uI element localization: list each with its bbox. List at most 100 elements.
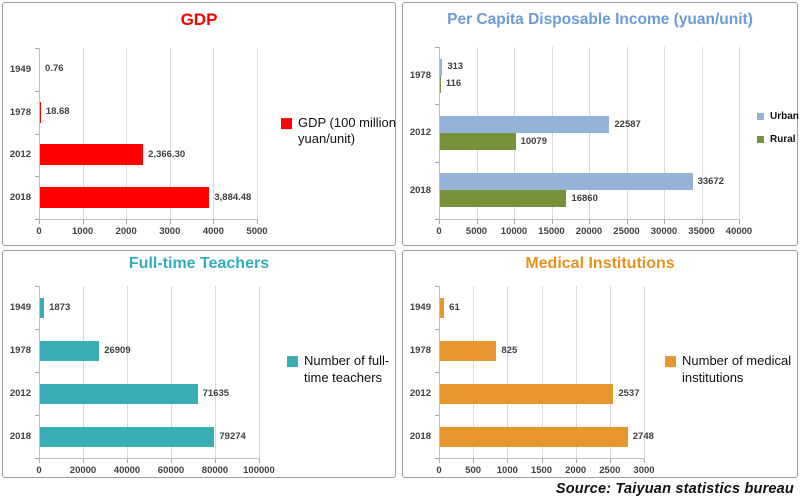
legend-swatch (665, 356, 676, 368)
chart-panel-medical: Medical Institutions 0 500 1000 1500 2000 250… (402, 250, 798, 478)
x-axis-tick (541, 459, 543, 463)
y-axis-tick (435, 458, 439, 459)
category-label: 1978 (409, 345, 431, 356)
x-tick-label: 2000 (565, 465, 587, 476)
x-axis-tick (476, 220, 478, 224)
x-axis-tick (39, 459, 40, 463)
category-label: 2018 (9, 192, 31, 204)
x-axis-tick (609, 459, 611, 463)
x-tick-label: 0 (436, 465, 442, 476)
chart-title: GDP (180, 10, 218, 29)
x-tick-label: 40000 (725, 226, 753, 237)
gridline (169, 48, 171, 219)
x-tick-label: 0 (36, 465, 42, 476)
bar-medical-2012-Number of medical institutions (440, 383, 614, 404)
x-axis-tick (215, 459, 216, 463)
chart-title: Medical Institutions (525, 255, 675, 272)
x-tick-label: 1500 (530, 465, 553, 476)
bar-medical-1978-Number of medical institutions (440, 340, 497, 361)
bar-teachers-1949-Number of full-time teachers (40, 297, 45, 318)
bar-medical-1949-Number of medical institutions (440, 297, 445, 318)
y-axis-tick (35, 415, 39, 416)
x-axis-line (439, 219, 740, 220)
chart-title: Per Capita Disposable Income (yuan/unit) (447, 11, 753, 28)
value-label: 10079 (520, 135, 547, 147)
value-label: 22587 (614, 118, 641, 130)
gridline (739, 47, 740, 219)
bar-income-2018-Rural (440, 190, 567, 208)
x-tick-label: 3000 (159, 226, 181, 237)
gridline (259, 286, 260, 458)
x-axis-tick (473, 459, 475, 463)
y-axis-tick (435, 286, 439, 287)
legend-swatch (757, 112, 764, 120)
x-axis-tick (259, 459, 260, 463)
x-axis-tick (575, 459, 577, 463)
y-axis-tick (435, 372, 439, 373)
y-axis-tick (435, 219, 439, 220)
x-axis-line (39, 458, 260, 459)
x-tick-label: 0 (436, 226, 442, 237)
bar-gdp-2012-GDP (100 million yuan/unit) (40, 144, 144, 166)
value-label: 16860 (571, 192, 598, 204)
legend-item: GDP (100 million yuan/unit) (281, 115, 399, 149)
legend-swatch (287, 356, 298, 368)
gridline (541, 286, 543, 458)
gridline (551, 47, 553, 219)
gridline (664, 47, 665, 219)
category-label: 1978 (9, 345, 31, 356)
legend: GDP (100 million yuan/unit) (281, 115, 399, 153)
gridline (609, 286, 611, 458)
bar-income-1978-Urban (440, 58, 443, 76)
category-label: 1978 (9, 106, 31, 118)
x-tick-label: 15000 (538, 226, 565, 237)
legend-item: Urban (757, 110, 799, 123)
gridline (171, 286, 172, 458)
y-axis-tick (435, 161, 439, 163)
value-label: 2,366.30 (148, 148, 186, 160)
gridline (701, 47, 703, 219)
legend-label: Number of full-time teachers (304, 353, 390, 385)
category-label: 2018 (409, 184, 431, 196)
x-tick-label: 2500 (599, 465, 621, 476)
legend-label: GDP (100 million yuan/unit) (298, 114, 397, 147)
gridline (473, 286, 475, 458)
gridline (626, 47, 628, 219)
category-label: 1978 (409, 70, 431, 82)
x-tick-label: 3000 (633, 465, 655, 476)
legend-item: Number of medical institutions (665, 353, 795, 387)
legend-label: Urban (770, 111, 799, 122)
gridline (575, 286, 577, 458)
x-axis-tick (439, 459, 440, 463)
y-axis-tick (435, 329, 439, 330)
value-label: 33672 (697, 175, 724, 187)
value-label: 26909 (104, 344, 131, 356)
x-tick-label: 4000 (202, 226, 224, 237)
x-tick-label: 30000 (650, 226, 678, 237)
category-label: 1949 (409, 302, 431, 313)
x-axis-tick (39, 220, 40, 224)
legend: Number of medical institutions (665, 353, 795, 391)
x-axis-tick (169, 220, 171, 224)
y-axis-tick (35, 372, 39, 373)
x-axis-tick (213, 220, 215, 224)
gridline (126, 48, 128, 219)
bar-income-2012-Urban (440, 116, 610, 133)
value-label: 116 (445, 78, 462, 90)
category-label: 1949 (9, 63, 31, 75)
y-axis-tick (35, 458, 39, 459)
legend-swatch (757, 135, 764, 143)
x-tick-label: 1000 (496, 465, 518, 476)
value-label: 61 (449, 301, 460, 313)
value-label: 71635 (202, 387, 230, 399)
x-tick-label: 500 (465, 465, 482, 476)
x-axis-tick (626, 220, 628, 224)
gridline (82, 48, 84, 219)
gridline (257, 48, 258, 219)
category-label: 2018 (409, 431, 431, 442)
x-axis-tick (257, 220, 258, 224)
y-axis-tick (435, 104, 439, 106)
bar-teachers-1978-Number of full-time teachers (40, 340, 100, 361)
gridline (589, 47, 590, 219)
value-label: 825 (501, 344, 518, 356)
